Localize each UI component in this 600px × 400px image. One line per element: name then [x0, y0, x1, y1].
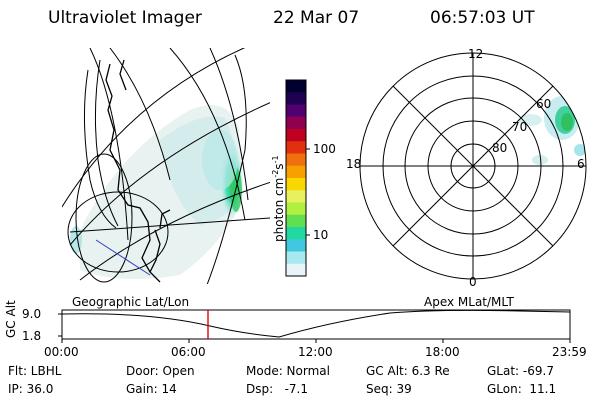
lat-label-70: 70 — [512, 120, 528, 134]
info-glon: GLon: 11.1 — [487, 382, 557, 396]
colorbar-swatch — [286, 214, 306, 228]
timeline-xtick: 18:00 — [425, 345, 460, 359]
colorbar-swatch — [286, 251, 306, 265]
info-glat: GLat: -69.7 — [487, 364, 554, 378]
colorbar-frame — [285, 79, 307, 277]
colorbar-swatch — [286, 141, 306, 154]
colorbar-swatch — [286, 129, 306, 142]
timeline-xtick: 00:00 — [44, 345, 79, 359]
info-filter: Flt: LBHL — [8, 364, 62, 378]
info-seq: Seq: 39 — [366, 382, 412, 396]
colorbar-axis-label: photon cm-2s-1 — [271, 155, 286, 242]
timeline-xtick: 06:00 — [171, 345, 206, 359]
info-gc-alt: GC Alt: 6.3 Re — [366, 364, 450, 378]
info-ip: IP: 36.0 — [8, 382, 54, 396]
timeline-ytick-9: 9.0 — [22, 307, 42, 321]
info-gain: Gain: 14 — [126, 382, 177, 396]
info-door: Door: Open — [126, 364, 195, 378]
geo-map-label: Geographic Lat/Lon — [72, 295, 190, 309]
colorbar-swatch — [286, 153, 306, 167]
info-mode: Mode: Normal — [246, 364, 330, 378]
colorbar-swatch — [286, 165, 306, 179]
geographic-map — [62, 48, 270, 284]
mlt-label-18: 18 — [346, 157, 362, 171]
info-dsp: Dsp: -7.1 — [246, 382, 309, 396]
mlt-label-12: 12 — [468, 47, 484, 61]
altitude-timeline — [58, 309, 571, 343]
time-label: 06:57:03 UT — [430, 8, 535, 28]
colorbar-tick-100: 100 — [313, 142, 336, 156]
mlt-label-0: 0 — [469, 275, 477, 289]
colorbar-swatch — [286, 263, 306, 277]
lat-label-60: 60 — [536, 97, 552, 111]
colorbar-swatch — [286, 190, 306, 203]
polar-plot — [359, 52, 587, 280]
colorbar-tick-10: 10 — [313, 228, 329, 242]
color-scale-bar — [285, 79, 307, 277]
polar-plot-label: Apex MLat/MLT — [424, 295, 514, 309]
app-title: Ultraviolet Imager — [48, 8, 202, 28]
lat-label-80: 80 — [492, 141, 508, 155]
colorbar-swatch — [286, 239, 306, 252]
colorbar-swatch — [286, 227, 306, 240]
timeline-xtick: 12:00 — [298, 345, 333, 359]
timeline-ytick-1.8: 1.8 — [22, 329, 42, 343]
colorbar-swatch — [286, 92, 306, 105]
colorbar-swatch — [286, 178, 306, 191]
colorbar-swatch — [286, 80, 306, 93]
mlt-label-6: 6 — [577, 157, 585, 171]
colorbar-swatch — [286, 116, 306, 130]
colorbar-swatch — [286, 104, 306, 118]
timeline-ylabel: GC Alt — [4, 300, 18, 338]
date-label: 22 Mar 07 — [273, 8, 360, 28]
colorbar-swatch — [286, 202, 306, 216]
timeline-xtick: 23:59 — [552, 345, 587, 359]
